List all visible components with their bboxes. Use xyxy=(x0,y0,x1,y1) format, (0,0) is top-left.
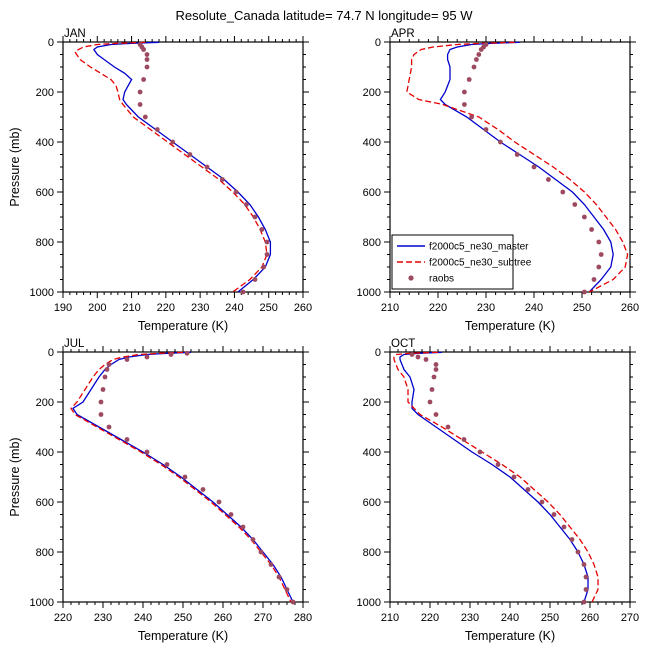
panel-jul: 220 230 240 250 260 270 280 0 200 400 600 800 1000 JU… xyxy=(8,338,312,643)
x-tick-label: 260 xyxy=(294,302,312,314)
x-tick-label: 250 xyxy=(541,612,559,624)
series-raobs xyxy=(137,42,270,295)
x-tick-label: 240 xyxy=(225,302,243,314)
x-tick-label: 240 xyxy=(134,612,152,624)
panel-label: JUL xyxy=(64,338,85,350)
y-tick-label: 1000 xyxy=(30,287,54,299)
tick-marks xyxy=(384,346,636,608)
y-axis-title: Pressure (mb) xyxy=(8,127,22,206)
x-tick-label: 230 xyxy=(191,302,209,314)
y-axis-title: Pressure (mb) xyxy=(8,437,22,516)
x-tick-label: 260 xyxy=(581,612,599,624)
x-tick-label: 220 xyxy=(54,612,72,624)
x-tick-label: 210 xyxy=(381,302,399,314)
y-tick-label: 800 xyxy=(36,237,54,249)
y-tick-label: 0 xyxy=(375,347,381,359)
x-tick-label: 200 xyxy=(88,302,106,314)
legend: f2000c5_ne30_master f2000c5_ne30_subtreer… xyxy=(391,234,532,290)
legend-label: f2000c5_ne30_master xyxy=(429,242,529,253)
x-tick-label: 210 xyxy=(122,302,140,314)
series-raobs xyxy=(462,42,604,295)
x-tick-label: 210 xyxy=(381,612,399,624)
plot-frame xyxy=(389,351,631,603)
series-f2000c5_ne30_subtree xyxy=(406,41,629,293)
series-raobs xyxy=(409,352,589,605)
y-tick-label: 400 xyxy=(363,447,381,459)
series-f2000c5_ne30_master xyxy=(399,351,589,603)
y-tick-label: 1000 xyxy=(357,287,381,299)
series-f2000c5_ne30_master xyxy=(93,41,272,293)
x-tick-label: 220 xyxy=(421,612,439,624)
y-tick-label: 1000 xyxy=(357,597,381,609)
legend-dot-sample xyxy=(408,275,414,281)
x-tick-label: 240 xyxy=(501,612,519,624)
panel-jan: 190 200 210 220 230 240 250 260 0 200 400 600 800 100… xyxy=(8,28,312,333)
legend-label: raobs xyxy=(429,274,454,285)
y-tick-label: 200 xyxy=(36,397,54,409)
series-f2000c5_ne30_subtree xyxy=(70,351,292,603)
x-axis-title: Temperature (K) xyxy=(465,629,555,643)
panel-oct: 210 220 230 240 250 260 270 0 200 400 600 800 1000 OC… xyxy=(357,338,640,643)
x-tick-label: 280 xyxy=(294,612,312,624)
y-tick-label: 600 xyxy=(36,497,54,509)
x-tick-label: 270 xyxy=(621,612,639,624)
series-raobs xyxy=(98,350,296,605)
x-axis-title: Temperature (K) xyxy=(465,319,555,333)
legend-label: f2000c5_ne30_subtree xyxy=(429,258,532,269)
y-tick-label: 600 xyxy=(363,497,381,509)
y-tick-label: 200 xyxy=(363,87,381,99)
panel-apr: 210 220 230 240 250 260 0 200 400 600 800 1000 APR Te… xyxy=(357,28,640,333)
y-tick-label: 800 xyxy=(36,547,54,559)
x-tick-label: 230 xyxy=(94,612,112,624)
panel-label: JAN xyxy=(64,28,86,40)
y-tick-label: 0 xyxy=(48,37,54,49)
y-tick-label: 400 xyxy=(36,137,54,149)
y-tick-label: 0 xyxy=(375,37,381,49)
series-f2000c5_ne30_subtree xyxy=(74,41,268,293)
x-axis-title: Temperature (K) xyxy=(138,629,228,643)
x-tick-label: 220 xyxy=(157,302,175,314)
x-tick-label: 270 xyxy=(254,612,272,624)
y-tick-label: 600 xyxy=(363,187,381,199)
x-axis-title: Temperature (K) xyxy=(138,319,228,333)
x-tick-label: 190 xyxy=(54,302,72,314)
series-f2000c5_ne30_master xyxy=(72,351,294,603)
y-tick-label: 400 xyxy=(363,137,381,149)
y-tick-label: 400 xyxy=(36,447,54,459)
y-tick-label: 800 xyxy=(363,237,381,249)
panel-label: OCT xyxy=(391,338,415,350)
y-tick-label: 800 xyxy=(363,547,381,559)
series-f2000c5_ne30_subtree xyxy=(393,351,599,603)
x-tick-label: 230 xyxy=(477,302,495,314)
x-tick-label: 220 xyxy=(429,302,447,314)
x-tick-label: 250 xyxy=(573,302,591,314)
panel-label: APR xyxy=(391,28,415,40)
y-tick-label: 600 xyxy=(36,187,54,199)
x-tick-label: 230 xyxy=(461,612,479,624)
x-tick-label: 250 xyxy=(260,302,278,314)
tick-marks xyxy=(57,36,309,298)
x-tick-label: 260 xyxy=(621,302,639,314)
y-tick-label: 200 xyxy=(36,87,54,99)
y-tick-label: 0 xyxy=(48,347,54,359)
y-tick-label: 200 xyxy=(363,397,381,409)
figure-title: Resolute_Canada latitude= 74.7 N longitu… xyxy=(175,8,473,23)
y-tick-label: 1000 xyxy=(30,597,54,609)
x-tick-label: 240 xyxy=(525,302,543,314)
x-tick-label: 250 xyxy=(174,612,192,624)
x-tick-label: 260 xyxy=(214,612,232,624)
plot-frame xyxy=(62,41,304,293)
